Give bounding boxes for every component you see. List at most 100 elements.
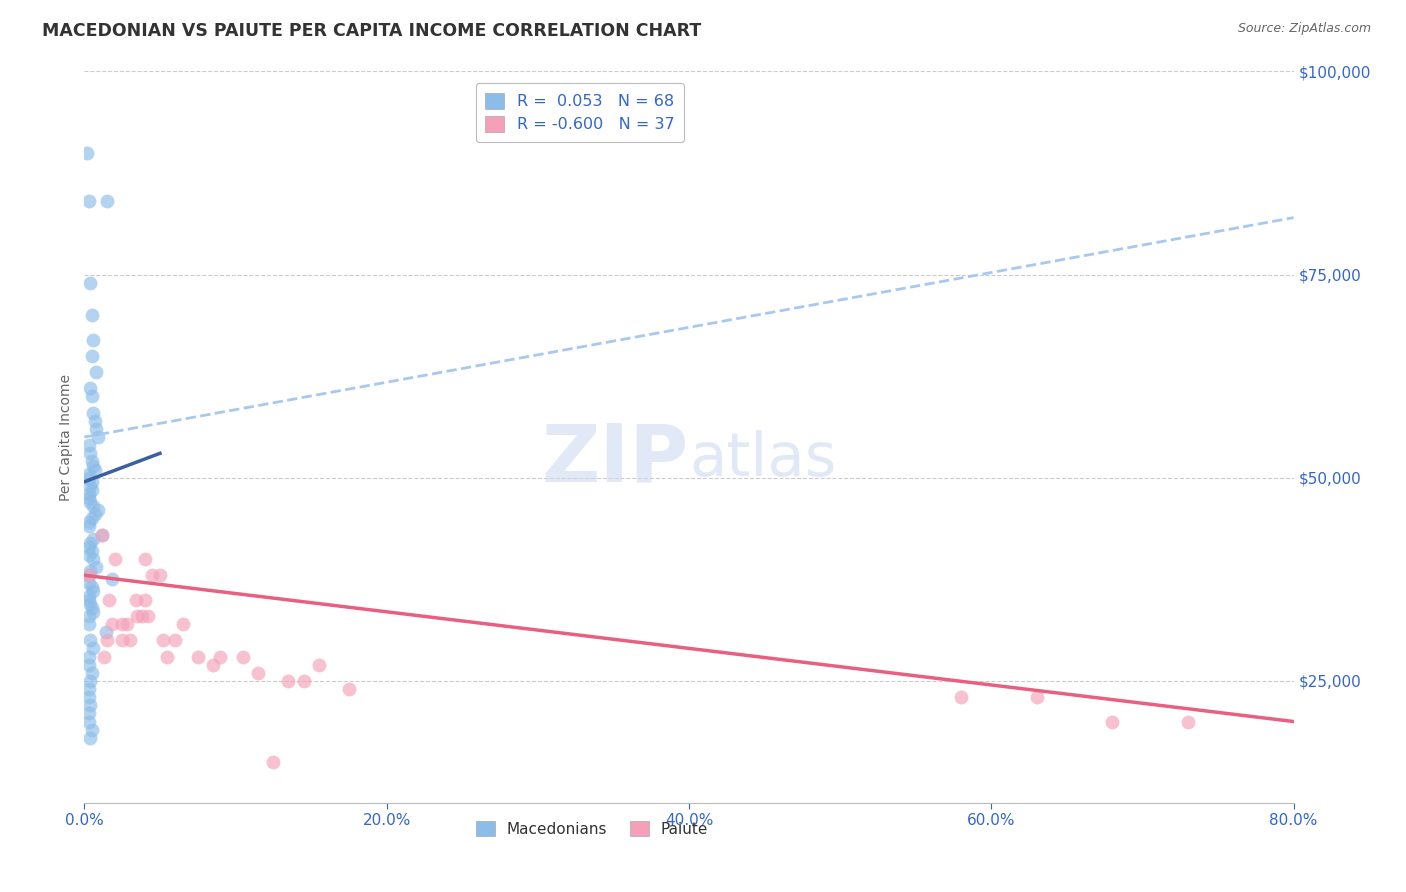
Point (141, 568, 163, 582)
Point (79, 633, 101, 648)
Point (82, 532, 104, 546)
Point (79, 698, 101, 713)
Point (131, 608, 153, 623)
Point (118, 633, 141, 648)
Point (79, 381, 101, 395)
Point (87, 503, 110, 517)
Point (104, 552, 127, 566)
Point (82, 552, 104, 566)
Point (80, 389, 103, 403)
Point (80, 600, 103, 615)
Point (80, 483, 103, 497)
Point (80, 349, 103, 363)
Point (136, 608, 159, 623)
Point (125, 592, 148, 607)
Point (93, 649, 115, 664)
Point (79, 446, 101, 460)
Point (82, 499, 104, 513)
Point (84, 414, 107, 428)
Point (80, 511, 103, 525)
Point (96, 194, 118, 209)
Point (80, 308, 103, 322)
Point (308, 657, 330, 672)
Point (77, 516, 100, 530)
Point (262, 755, 284, 769)
Point (94, 625, 117, 640)
Point (91, 527, 114, 541)
Point (80, 475, 103, 489)
Point (96, 633, 118, 648)
Point (156, 649, 179, 664)
Point (134, 552, 156, 566)
Point (77, 690, 100, 705)
Point (79, 731, 101, 745)
Point (87, 430, 110, 444)
Point (950, 690, 973, 705)
Point (79, 564, 101, 578)
Point (77, 617, 100, 632)
Point (76, 145, 98, 160)
Point (127, 608, 149, 623)
Point (100, 572, 122, 586)
Point (86, 560, 108, 574)
Point (77, 548, 100, 562)
Point (165, 633, 187, 648)
Point (86, 365, 108, 379)
Point (82, 333, 104, 347)
Point (80, 723, 103, 737)
Point (80, 665, 103, 680)
Point (1101, 714, 1123, 729)
Point (82, 641, 104, 656)
Point (77, 568, 100, 582)
Point (277, 673, 299, 688)
Point (149, 568, 172, 582)
Point (86, 422, 108, 436)
Point (79, 673, 101, 688)
Point (187, 649, 209, 664)
Point (152, 633, 174, 648)
Point (337, 681, 360, 696)
Point (77, 714, 100, 729)
Point (111, 617, 134, 632)
Point (91, 527, 114, 541)
Point (292, 673, 315, 688)
Point (77, 519, 100, 533)
Point (77, 487, 100, 501)
Point (134, 592, 156, 607)
Point (111, 633, 134, 648)
Point (77, 589, 100, 603)
Point (80, 454, 103, 468)
Point (77, 657, 100, 672)
Point (84, 462, 107, 476)
Point (1025, 690, 1047, 705)
Point (82, 406, 104, 420)
Point (1177, 714, 1199, 729)
Y-axis label: Per Capita Income: Per Capita Income (59, 374, 73, 500)
Point (97, 592, 120, 607)
Text: Source: ZipAtlas.com: Source: ZipAtlas.com (1237, 22, 1371, 36)
Point (77, 608, 100, 623)
Point (77, 649, 100, 664)
Point (77, 706, 100, 721)
Point (77, 194, 100, 209)
Legend: Macedonians, Paiute: Macedonians, Paiute (470, 814, 714, 843)
Point (80, 581, 103, 595)
Point (77, 681, 100, 696)
Point (77, 576, 100, 591)
Point (82, 584, 104, 599)
Point (79, 597, 101, 611)
Point (77, 467, 100, 481)
Text: MACEDONIAN VS PAIUTE PER CAPITA INCOME CORRELATION CHART: MACEDONIAN VS PAIUTE PER CAPITA INCOME C… (42, 22, 702, 40)
Point (84, 508, 107, 522)
Text: atlas: atlas (689, 430, 837, 489)
Point (232, 649, 254, 664)
Point (79, 479, 101, 493)
Text: ZIP: ZIP (541, 420, 689, 498)
Point (77, 592, 100, 607)
Point (77, 491, 100, 505)
Point (80, 544, 103, 558)
Point (172, 617, 194, 632)
Point (115, 617, 138, 632)
Point (77, 438, 100, 452)
Point (82, 458, 104, 473)
